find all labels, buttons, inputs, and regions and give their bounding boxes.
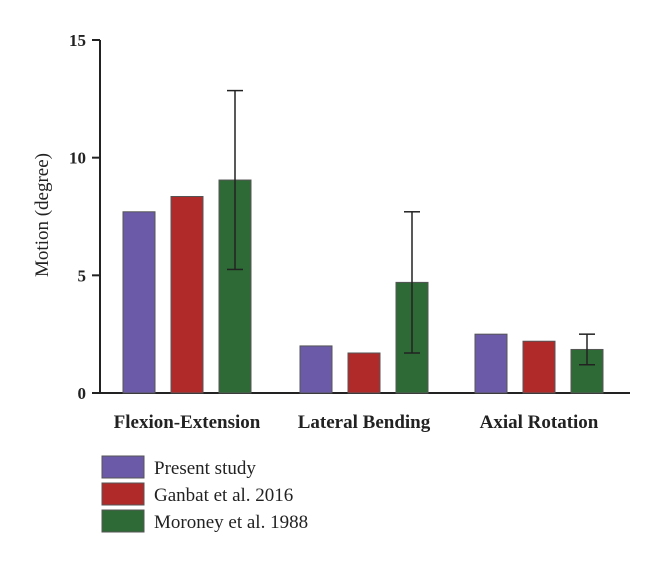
category-label: Flexion-Extension — [114, 412, 261, 433]
error-bar-1 — [404, 211, 420, 354]
error-bar-0 — [227, 89, 243, 271]
legend-label: Ganbat et al. 2016 — [154, 485, 293, 506]
legend-swatch — [101, 509, 145, 533]
error-bar-2 — [579, 333, 595, 366]
legend-label: Present study — [154, 458, 256, 479]
bar-0-0 — [122, 211, 156, 394]
bar-1-1 — [347, 352, 381, 394]
category-label: Axial Rotation — [480, 412, 599, 433]
bar-1-2 — [522, 340, 556, 394]
legend-label: Moroney et al. 1988 — [154, 512, 308, 533]
y-tick-label: 5 — [78, 266, 87, 285]
y-tick-group: 0 5 10 15 — [69, 31, 100, 403]
category-label-group: Flexion-Extension Lateral Bending Axial Ro… — [114, 412, 599, 433]
y-axis-label: Motion (degree) — [32, 153, 53, 277]
bar-1-0 — [170, 195, 204, 394]
legend: Present study Ganbat et al. 2016 Moroney e… — [101, 455, 308, 533]
bar-group — [122, 179, 604, 394]
y-tick-label: 15 — [69, 31, 86, 50]
legend-swatch — [101, 482, 145, 506]
y-tick-label: 0 — [78, 384, 87, 403]
bar-0-2 — [474, 333, 508, 394]
legend-swatch — [101, 455, 145, 479]
bar-0-1 — [299, 345, 333, 394]
category-label: Lateral Bending — [298, 412, 431, 433]
error-bar-group — [227, 89, 595, 366]
y-tick-label: 10 — [69, 149, 86, 168]
